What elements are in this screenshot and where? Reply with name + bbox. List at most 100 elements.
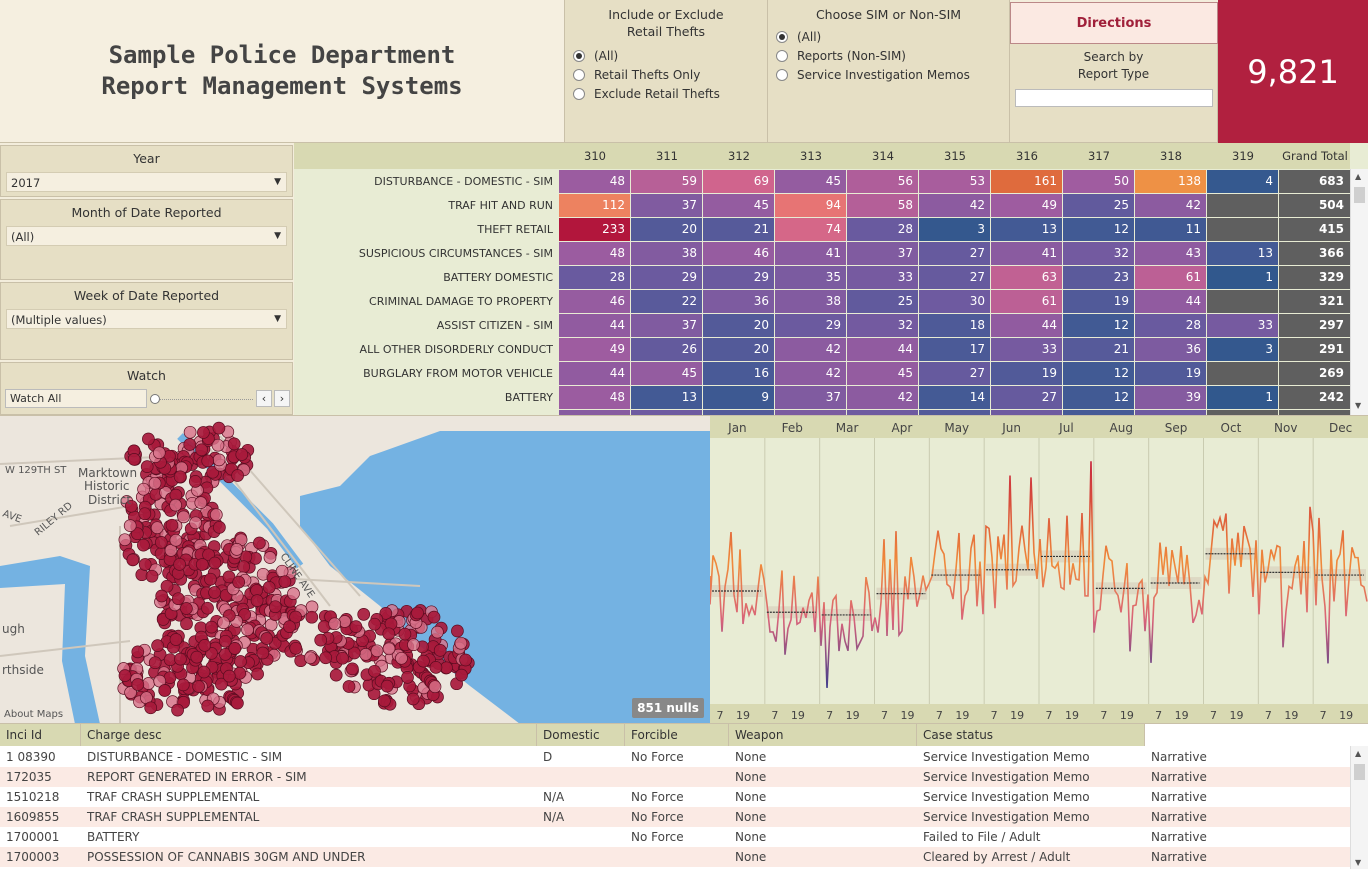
nulls-badge[interactable]: 851 nulls [632, 698, 704, 718]
incident-point[interactable] [378, 694, 391, 708]
incident-point[interactable] [379, 607, 393, 620]
incident-point[interactable] [262, 581, 276, 594]
heatmap-cell[interactable] [1207, 194, 1278, 217]
heatmap-cell[interactable] [919, 410, 990, 415]
heatmap-cell[interactable] [775, 410, 846, 415]
heatmap-cell[interactable]: 33 [1207, 314, 1278, 337]
heatmap-cell[interactable]: 61 [991, 290, 1062, 313]
incident-point[interactable] [228, 642, 242, 655]
scroll-down-icon[interactable]: ▼ [1355, 401, 1362, 410]
heatmap-cell[interactable]: 48 [559, 170, 630, 193]
incident-point[interactable] [349, 620, 363, 633]
table-cell[interactable]: Narrative [1151, 750, 1207, 764]
incident-point[interactable] [158, 684, 172, 697]
incident-point[interactable] [124, 686, 137, 699]
table-column-header[interactable]: Inci Id [0, 724, 81, 746]
incident-point[interactable] [152, 446, 166, 460]
heatmap-cell[interactable] [1135, 410, 1206, 415]
heatmap-cell[interactable]: 22 [631, 290, 702, 313]
table-column-header[interactable]: Weapon [729, 724, 917, 746]
heatmap-cell[interactable]: 13 [991, 218, 1062, 241]
incident-point[interactable] [250, 594, 264, 607]
incident-point[interactable] [329, 668, 343, 682]
heatmap-cell[interactable]: 27 [919, 362, 990, 385]
incident-point[interactable] [278, 575, 292, 589]
heatmap-cell[interactable]: 233 [559, 218, 630, 241]
heatmap-cell[interactable]: 32 [847, 314, 918, 337]
incident-point[interactable] [137, 482, 150, 496]
heatmap-cell[interactable]: 28 [559, 266, 630, 289]
incident-point[interactable] [127, 453, 141, 466]
heatmap-cell[interactable]: 42 [919, 194, 990, 217]
incident-point[interactable] [429, 661, 443, 674]
heatmap-cell[interactable]: 39 [1135, 386, 1206, 409]
heatmap-cell[interactable] [1207, 362, 1278, 385]
heatmap-cell[interactable]: 29 [775, 314, 846, 337]
heatmap-cell[interactable] [1207, 218, 1278, 241]
table-row[interactable]: 1700003 POSSESSION OF CANNABIS 30GM AND U… [0, 847, 1350, 867]
incident-point[interactable] [205, 620, 218, 634]
heatmap-cell[interactable]: 19 [1063, 290, 1134, 313]
incident-point[interactable] [317, 620, 331, 633]
heatmap-cell[interactable]: 12 [1063, 386, 1134, 409]
radio-icon[interactable] [573, 68, 585, 81]
heatmap-cell[interactable]: 25 [1063, 194, 1134, 217]
incident-point[interactable] [398, 627, 412, 641]
incident-point[interactable] [148, 656, 162, 670]
heatmap-cell[interactable]: 13 [1207, 242, 1278, 265]
incident-point[interactable] [401, 671, 414, 684]
heatmap-cell[interactable]: 138 [1135, 170, 1206, 193]
incident-point[interactable] [380, 679, 394, 693]
heatmap-cell[interactable]: 45 [775, 170, 846, 193]
incident-point[interactable] [219, 648, 232, 661]
incident-point[interactable] [213, 521, 226, 534]
incident-point[interactable] [227, 437, 241, 451]
watch-slider-handle[interactable] [150, 394, 160, 404]
heatmap-cell[interactable]: 33 [847, 266, 918, 289]
heatmap-cell[interactable]: 53 [919, 170, 990, 193]
radio-icon[interactable] [776, 68, 788, 81]
scroll-up-icon[interactable]: ▲ [1355, 172, 1362, 181]
incident-point[interactable] [328, 617, 342, 631]
incident-point[interactable] [305, 610, 319, 624]
incident-point[interactable] [451, 624, 464, 638]
incident-point[interactable] [233, 666, 247, 680]
radio-icon[interactable] [776, 30, 788, 43]
incident-point[interactable] [208, 586, 221, 599]
incident-point[interactable] [411, 606, 424, 620]
incident-point[interactable] [433, 644, 447, 657]
incident-point[interactable] [342, 680, 356, 693]
table-cell[interactable]: Narrative [1151, 770, 1207, 784]
month-dropdown[interactable]: (All) ▼ [6, 226, 287, 246]
heatmap-cell[interactable]: 45 [631, 362, 702, 385]
incident-point[interactable] [126, 553, 140, 567]
heatmap-cell[interactable]: 44 [559, 362, 630, 385]
incident-point[interactable] [201, 454, 215, 468]
incident-point[interactable] [173, 470, 187, 484]
scroll-up-icon[interactable]: ▲ [1355, 749, 1362, 758]
incident-point[interactable] [201, 699, 215, 713]
heatmap-cell[interactable]: 69 [703, 170, 774, 193]
incident-point[interactable] [289, 610, 302, 624]
incident-point[interactable] [195, 443, 208, 457]
map-incident-points[interactable] [117, 421, 475, 717]
heatmap-cell[interactable]: 36 [1135, 338, 1206, 361]
week-dropdown[interactable]: (Multiple values) ▼ [6, 309, 287, 329]
heatmap-cell[interactable]: 37 [847, 242, 918, 265]
heatmap-cell[interactable]: 21 [1063, 338, 1134, 361]
heatmap-cell[interactable]: 46 [703, 242, 774, 265]
incident-point[interactable] [237, 560, 251, 574]
incident-point[interactable] [232, 575, 246, 589]
incident-point[interactable] [142, 677, 155, 690]
heatmap-cell[interactable] [559, 410, 630, 415]
table-column-header[interactable]: Forcible [625, 724, 729, 746]
retail-filter-option-0[interactable]: (All) [573, 46, 759, 65]
watch-prev-button[interactable]: ‹ [256, 390, 272, 407]
incident-point[interactable] [417, 654, 430, 668]
heatmap-cell[interactable]: 44 [559, 314, 630, 337]
heatmap-cell[interactable]: 44 [991, 314, 1062, 337]
heatmap-cell[interactable]: 20 [631, 218, 702, 241]
incident-point[interactable] [368, 664, 381, 678]
scroll-down-icon[interactable]: ▼ [1355, 858, 1362, 867]
heatmap-cell[interactable]: 45 [703, 194, 774, 217]
